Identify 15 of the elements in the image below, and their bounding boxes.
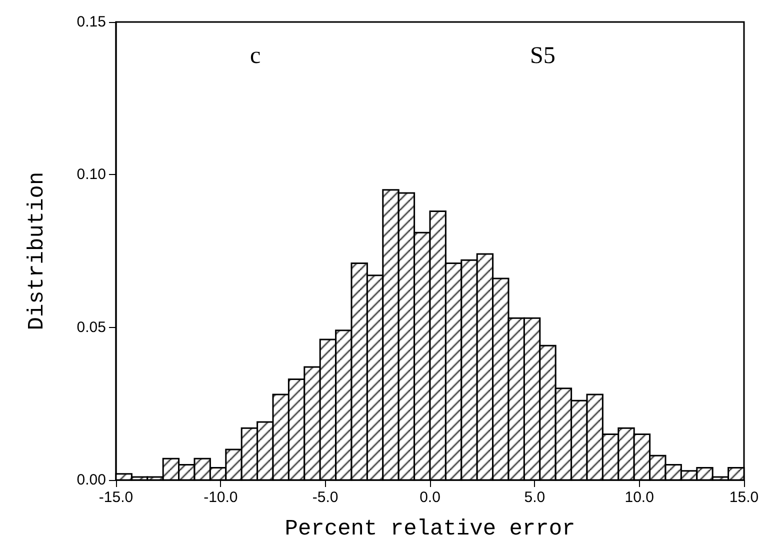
- y-tick-label: 0.00: [76, 472, 106, 488]
- x-tick-label: 5.0: [524, 489, 546, 506]
- y-tick-label: 0.15: [76, 14, 106, 30]
- x-tick-label: -15.0: [98, 489, 134, 506]
- y-tick-label: 0.05: [76, 318, 106, 336]
- annotation: c: [250, 43, 261, 69]
- x-tick-label: -10.0: [204, 489, 238, 506]
- annotation: S5: [530, 43, 556, 69]
- x-tick-label: 0.0: [420, 489, 440, 506]
- y-axis-title: Distribution: [24, 172, 50, 330]
- x-tick-label: -5.0: [312, 489, 338, 506]
- y-tick-label: 0.10: [76, 166, 106, 184]
- x-axis-title: Percent relative error: [284, 516, 576, 542]
- x-tick-label: 15.0: [729, 489, 759, 506]
- x-tick-label: 10.0: [624, 489, 654, 506]
